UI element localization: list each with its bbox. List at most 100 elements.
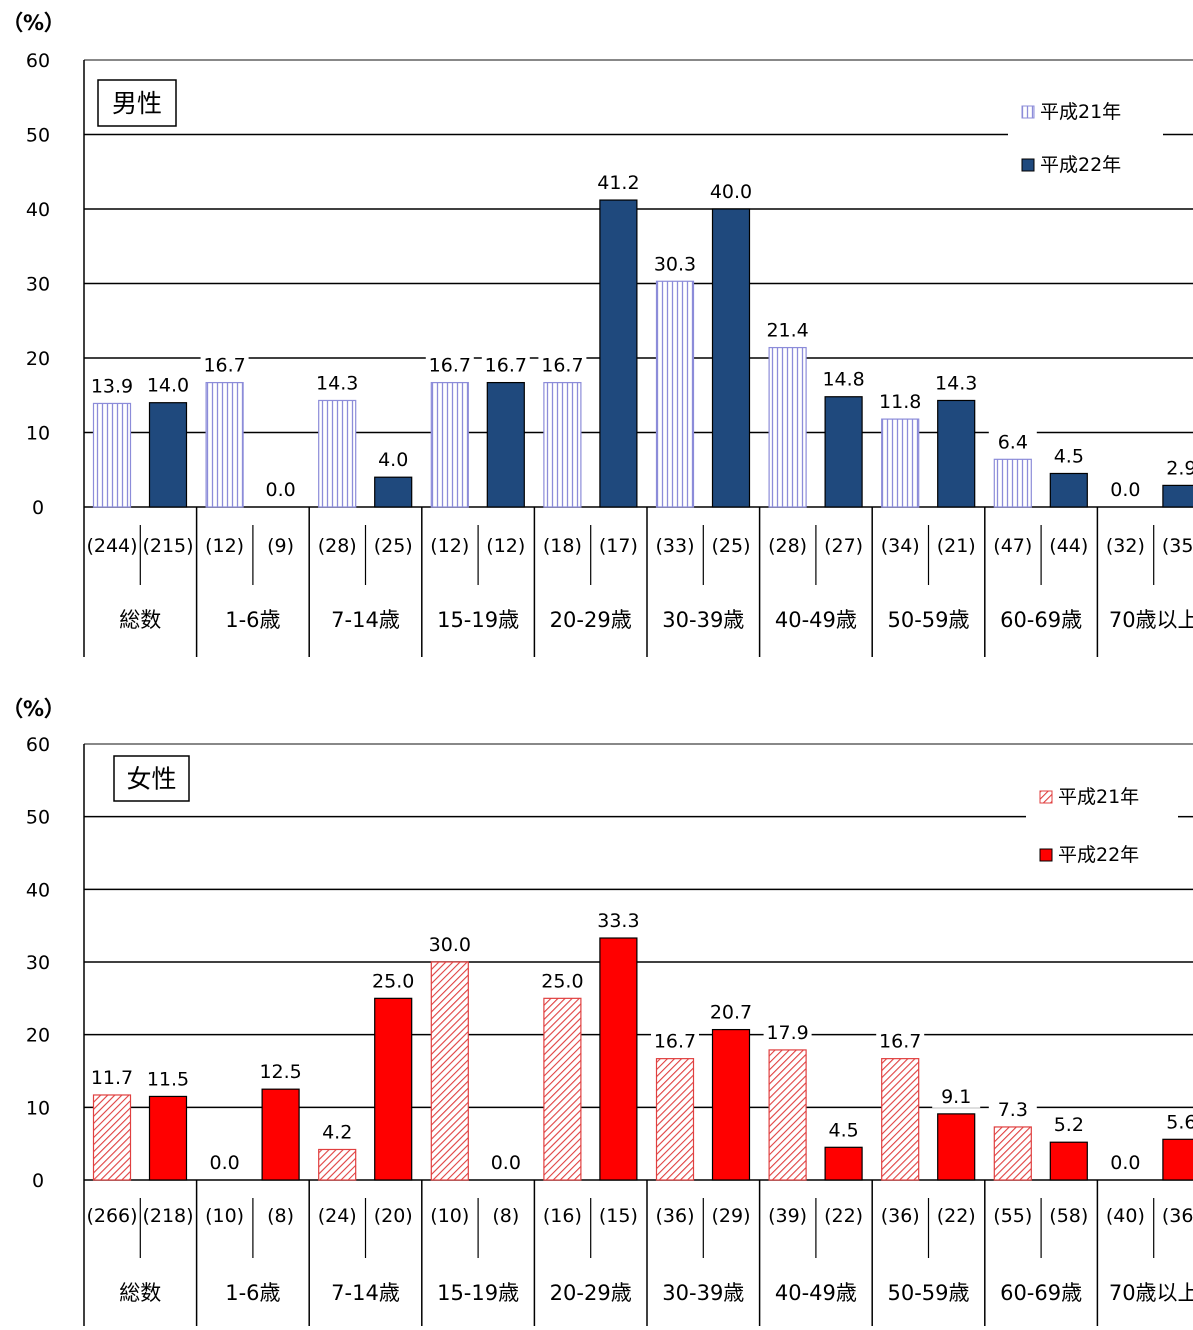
bar-h21 <box>655 1058 695 1181</box>
data-label: 16.7 <box>429 355 471 377</box>
legend-label: 平成22年 <box>1058 844 1139 866</box>
data-label: 16.7 <box>879 1031 921 1053</box>
legend-label: 平成22年 <box>1040 154 1121 176</box>
data-label-bg <box>538 968 587 993</box>
data-label-bg <box>988 429 1037 454</box>
category-label: 1-6歳 <box>225 1281 280 1305</box>
data-label: 5.2 <box>1054 1114 1084 1136</box>
data-label-bg <box>763 1019 812 1044</box>
category-label: 60-69歳 <box>1000 608 1082 632</box>
sample-count: (36) <box>655 1205 694 1227</box>
category-label: 20-29歳 <box>550 608 632 632</box>
bar-h22 <box>937 399 976 508</box>
data-label-bg <box>369 447 418 472</box>
data-label-bg <box>1101 477 1150 501</box>
data-label: 0.0 <box>1110 1152 1140 1174</box>
panel-title: 女性 <box>126 765 176 794</box>
bar-h22 <box>599 199 638 508</box>
sample-count: (29) <box>711 1205 750 1227</box>
category-label: 70歳以上 <box>1109 1281 1193 1305</box>
data-label: 25.0 <box>541 970 583 992</box>
sample-count: (47) <box>993 535 1032 557</box>
data-label-bg <box>594 170 643 195</box>
data-label: 16.7 <box>541 355 583 377</box>
data-label-bg <box>481 1150 530 1174</box>
sample-count: (8) <box>267 1205 294 1227</box>
data-label-bg <box>594 908 643 933</box>
bar-h21 <box>993 1126 1032 1181</box>
bar-h22 <box>1162 484 1193 508</box>
data-label: 2.9 <box>1166 457 1193 479</box>
bar-h21 <box>430 961 469 1181</box>
sample-count: (35) <box>1162 535 1193 557</box>
bar-h21 <box>993 458 1032 508</box>
category-label: 20-29歳 <box>550 1281 632 1305</box>
y-tick-label: 50 <box>26 807 50 829</box>
bar-h22 <box>374 476 413 508</box>
legend-bg <box>1034 838 1178 870</box>
bar-h22 <box>148 1095 188 1181</box>
data-label-bg <box>707 179 755 203</box>
y-axis-label: （%） <box>2 11 65 35</box>
sample-count: (21) <box>937 535 976 557</box>
bar-h21 <box>92 402 132 508</box>
sample-count: (34) <box>881 535 920 557</box>
sample-count: (36) <box>1162 1205 1193 1227</box>
panel-title-box <box>97 79 177 127</box>
bar-h21 <box>768 346 807 508</box>
y-tick-label: 0 <box>32 1170 44 1192</box>
data-label-bg <box>144 372 192 397</box>
data-label: 5.6 <box>1166 1111 1193 1133</box>
data-label: 0.0 <box>1110 479 1140 501</box>
data-label: 12.5 <box>259 1061 301 1083</box>
sample-count: (25) <box>374 535 413 557</box>
sample-count: (36) <box>881 1205 920 1227</box>
bar-h22 <box>599 937 638 1181</box>
data-label: 16.7 <box>485 355 527 377</box>
y-tick-label: 10 <box>26 1097 50 1119</box>
data-label: 0.0 <box>209 1152 239 1174</box>
data-label: 7.3 <box>998 1099 1028 1121</box>
data-label: 11.5 <box>147 1068 189 1090</box>
chart-panel-female: （%） 0 10 20 30 40 50 60 11.7 0.0 4.2 30.0 25.0 16.7 17… <box>2 697 1193 1326</box>
bar-h22 <box>1162 1138 1193 1181</box>
sample-count: (10) <box>205 1205 244 1227</box>
chart-panel-male: （%） 0 10 20 30 40 50 60 13.9 16.7 14.3 16.7 16.7 30.3… <box>2 11 1193 657</box>
y-tick-label: 20 <box>26 348 50 370</box>
data-label: 4.5 <box>1054 445 1084 467</box>
data-label-bg <box>313 1119 362 1144</box>
bar-h22 <box>1049 1141 1088 1181</box>
data-label: 14.0 <box>147 375 189 397</box>
data-label: 9.1 <box>941 1086 971 1108</box>
sample-count: (22) <box>824 1205 863 1227</box>
panel-title: 男性 <box>112 89 162 118</box>
sample-count: (9) <box>267 535 294 557</box>
sample-count: (12) <box>486 535 525 557</box>
data-label-bg <box>876 389 925 414</box>
data-label-bg <box>1044 443 1093 468</box>
bar-h22 <box>261 1088 300 1181</box>
bar-h22 <box>374 997 413 1181</box>
bar-h21 <box>543 997 582 1181</box>
data-label-bg <box>988 1096 1037 1121</box>
sample-count: (15) <box>599 1205 638 1227</box>
y-axis-label: （%） <box>2 697 65 721</box>
legend-bg <box>1034 780 1178 812</box>
legend-swatch <box>1039 848 1053 862</box>
data-label-bg <box>256 477 305 501</box>
category-label: 60-69歳 <box>1000 1281 1082 1305</box>
legend-swatch <box>1021 158 1035 172</box>
sample-count: (16) <box>543 1205 582 1227</box>
sample-count: (55) <box>993 1205 1032 1227</box>
sample-count: (40) <box>1106 1205 1145 1227</box>
bar-h22 <box>711 1028 751 1181</box>
sample-count: (27) <box>824 535 863 557</box>
sample-count: (12) <box>430 535 469 557</box>
sample-count: (266) <box>86 1205 137 1227</box>
bar-h21 <box>543 381 582 508</box>
legend-swatch <box>1021 105 1035 119</box>
category-label: 30-39歳 <box>662 608 744 632</box>
legend-bg <box>1016 148 1160 180</box>
